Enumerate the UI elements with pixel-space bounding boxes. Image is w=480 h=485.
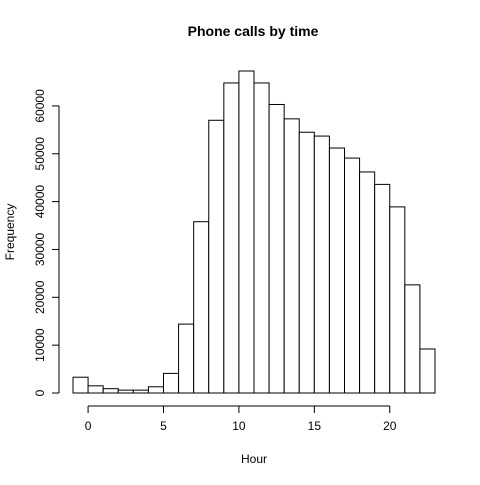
histogram-bar <box>117 389 134 394</box>
bars-group <box>72 70 436 394</box>
histogram-bar <box>328 147 346 394</box>
y-axis-label: Frequency <box>3 204 17 261</box>
y-axis: 0 10000 20000 30000 40000 50000 60000 <box>33 89 60 396</box>
y-tick-label: 0 <box>33 389 47 396</box>
histogram-bar <box>253 82 270 394</box>
x-axis: 0 5 10 15 20 <box>85 405 397 433</box>
y-tick-label: 30000 <box>33 232 47 266</box>
histogram-bar <box>163 372 180 394</box>
histogram-bar <box>238 70 255 394</box>
y-tick-label: 50000 <box>33 137 47 171</box>
histogram-bar <box>147 386 164 394</box>
histogram-bar <box>132 389 149 394</box>
histogram-bar <box>87 385 104 394</box>
histogram-bar <box>404 284 421 394</box>
histogram-bar <box>268 103 285 394</box>
histogram-bar <box>313 135 330 394</box>
x-axis-label: Hour <box>241 452 267 466</box>
y-tick-label: 10000 <box>33 328 47 362</box>
histogram-bar <box>344 157 361 394</box>
histogram-bar <box>178 323 195 394</box>
y-tick-label: 40000 <box>33 185 47 219</box>
x-tick-label: 0 <box>85 419 92 433</box>
histogram-bar <box>419 348 436 394</box>
histogram-bar <box>389 206 406 394</box>
histogram-bar <box>193 221 210 394</box>
histogram-bar <box>102 388 119 394</box>
chart-title: Phone calls by time <box>188 23 319 39</box>
x-tick-label: 15 <box>308 419 322 433</box>
histogram-bar <box>374 183 391 394</box>
histogram-bar <box>72 376 89 394</box>
histogram-bar <box>223 82 240 394</box>
x-tick-label: 20 <box>383 419 397 433</box>
histogram-bar <box>359 171 376 394</box>
y-tick-label: 60000 <box>33 89 47 123</box>
histogram-bar <box>208 119 225 394</box>
x-tick-label: 10 <box>232 419 246 433</box>
histogram-bar <box>283 118 300 394</box>
x-tick-label: 5 <box>160 419 167 433</box>
y-tick-label: 20000 <box>33 280 47 314</box>
histogram-bar <box>298 131 315 394</box>
